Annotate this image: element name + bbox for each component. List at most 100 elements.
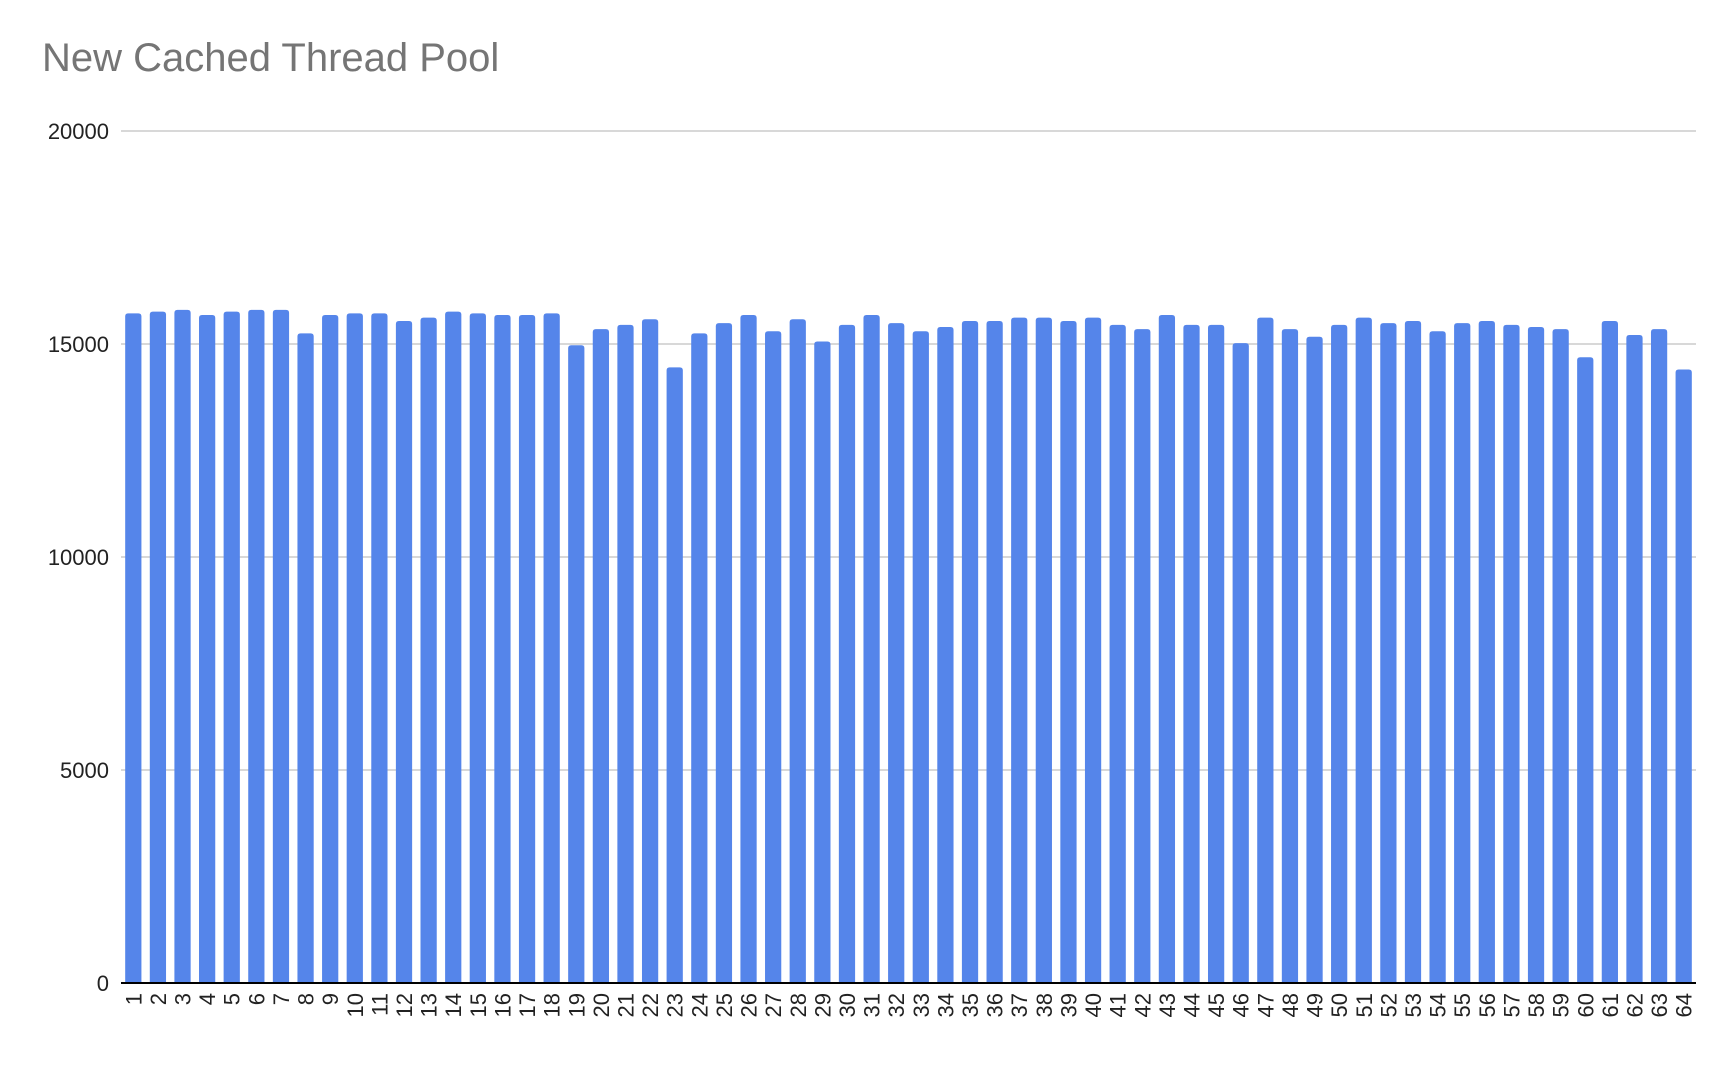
bar-40 [1084,317,1102,983]
bar-7 [272,309,290,983]
x-tick-label: 39 [1056,993,1081,1017]
x-tick-label: 5 [220,993,245,1005]
x-tick-label: 1 [121,993,146,1005]
bar-12 [395,320,413,984]
x-tick-label: 49 [1303,993,1328,1017]
x-tick-label: 18 [540,993,565,1017]
x-tick-label: 26 [737,993,762,1017]
bar-30 [838,324,856,984]
x-tick-label: 33 [909,993,934,1017]
y-axis-tick-labels: 0 5000 10000 15000 20000 [48,119,109,996]
x-tick-label: 27 [761,993,786,1017]
x-tick-label: 40 [1081,993,1106,1017]
bars [125,309,1692,984]
bar-37 [1011,317,1028,983]
bar-27 [765,331,782,984]
bar-49 [1306,336,1323,983]
x-tick-label: 63 [1647,993,1672,1017]
bar-5 [223,311,240,983]
bar-58 [1527,326,1545,984]
bar-51 [1355,317,1372,983]
x-tick-label: 25 [712,993,737,1017]
bar-21 [617,324,634,984]
bar-47 [1257,317,1274,983]
x-tick-label: 38 [1032,993,1057,1017]
x-tick-label: 7 [269,993,294,1005]
bar-43 [1158,315,1176,984]
x-tick-label: 11 [367,993,392,1016]
x-tick-label: 42 [1130,993,1155,1017]
bar-8 [297,333,314,984]
x-tick-label: 64 [1672,993,1697,1017]
x-tick-label: 51 [1352,993,1377,1017]
x-tick-label: 46 [1229,993,1254,1017]
x-tick-label: 23 [663,993,688,1017]
bar-9 [322,315,339,984]
x-tick-label: 16 [490,993,515,1017]
bar-4 [199,315,216,984]
x-tick-label: 59 [1549,993,1574,1017]
bar-17 [518,315,536,984]
x-tick-label: 21 [613,993,638,1017]
x-tick-label: 55 [1450,993,1475,1017]
bar-13 [420,317,437,983]
x-tick-label: 15 [466,993,491,1017]
x-tick-label: 47 [1253,993,1278,1017]
x-tick-label: 8 [294,993,319,1005]
y-tick-label: 5000 [60,758,109,783]
bar-15 [469,313,486,983]
x-tick-label: 31 [860,993,885,1017]
bar-24 [691,333,708,984]
x-tick-label: 4 [195,993,220,1005]
bar-2 [149,311,167,983]
bar-18 [543,313,560,983]
x-tick-label: 50 [1327,993,1352,1017]
bar-44 [1183,324,1200,984]
bar-42 [1134,329,1151,984]
x-tick-label: 35 [958,993,983,1017]
x-tick-label: 52 [1376,993,1401,1017]
bar-35 [961,320,979,984]
bar-64 [1675,369,1692,983]
x-tick-label: 13 [417,993,442,1017]
bar-33 [912,331,929,984]
bar-61 [1601,320,1618,984]
y-tick-label: 15000 [48,332,109,357]
bar-26 [740,315,757,984]
x-tick-label: 10 [343,993,368,1017]
bar-56 [1478,320,1495,984]
x-tick-label: 19 [564,993,589,1017]
x-tick-label: 48 [1278,993,1303,1017]
bar-29 [814,341,831,984]
bar-55 [1454,323,1471,984]
x-tick-label: 61 [1598,993,1623,1017]
bar-39 [1060,320,1077,984]
bar-10 [346,313,363,983]
bar-54 [1429,331,1446,984]
x-tick-label: 9 [318,993,343,1005]
x-tick-label: 53 [1401,993,1426,1017]
bar-41 [1109,324,1126,984]
x-tick-label: 32 [884,993,909,1017]
x-tick-label: 36 [983,993,1008,1017]
bar-3 [174,309,191,983]
bar-34 [937,326,954,984]
bar-36 [986,320,1003,984]
bar-48 [1281,329,1299,984]
x-tick-label: 43 [1155,993,1180,1017]
x-tick-label: 41 [1106,993,1131,1017]
x-tick-label: 28 [786,993,811,1017]
bar-25 [715,323,733,984]
x-tick-label: 6 [244,993,269,1005]
bar-28 [789,319,806,983]
x-tick-label: 60 [1573,993,1598,1017]
x-axis-tick-labels: 1 2 3 4 5 6 7 8 9 10 11 12 13 14 15 16 17 18 19 20 21 22 23 24 2… [121,993,1696,1017]
x-tick-label: 34 [933,993,958,1017]
bar-19 [568,345,585,983]
bar-59 [1552,329,1569,984]
x-tick-label: 45 [1204,993,1229,1017]
x-tick-label: 44 [1180,993,1205,1017]
bar-46 [1232,343,1249,983]
x-tick-label: 29 [810,993,835,1017]
bar-53 [1404,320,1422,984]
